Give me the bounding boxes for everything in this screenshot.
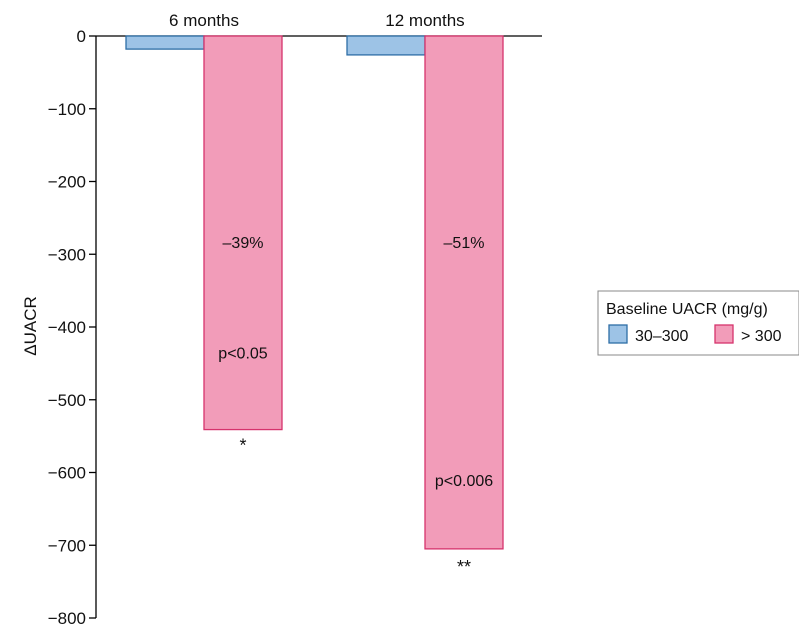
y-tick-label: −100: [48, 100, 86, 119]
bar: [424, 35, 504, 550]
y-tick-label: −200: [48, 173, 86, 192]
legend-title: Baseline UACR (mg/g): [606, 301, 768, 318]
y-tick-label: 0: [77, 27, 86, 46]
bar: [125, 35, 205, 50]
bar: [346, 35, 426, 56]
legend-swatch-30-300: [608, 324, 628, 344]
annotations: –39% p<0.05 * –51% p<0.006 **: [218, 235, 493, 577]
legend-label-30-300: 30–300: [635, 328, 688, 345]
legend-swatch-over-300: [714, 324, 734, 344]
bar: [203, 35, 283, 431]
bar-annotation: –51%: [444, 235, 485, 252]
y-tick-label: −500: [48, 391, 86, 410]
bars: [125, 35, 504, 550]
y-tick-label: −600: [48, 464, 86, 483]
bar-annotation: p<0.05: [218, 345, 267, 362]
bar-annotation: –39%: [223, 235, 264, 252]
significance-marker: **: [457, 557, 471, 577]
y-tick-label: −300: [48, 245, 86, 264]
category-label: 12 months: [385, 11, 464, 30]
category-labels: 6 months 12 months: [169, 11, 465, 30]
significance-marker: *: [239, 436, 246, 456]
y-tick-label: −700: [48, 536, 86, 555]
bar-annotation: p<0.006: [435, 473, 493, 490]
legend: Baseline UACR (mg/g) 30–300 > 300: [597, 290, 799, 356]
legend-frame: [597, 290, 799, 356]
y-tick-label: −800: [48, 609, 86, 626]
category-label: 6 months: [169, 11, 239, 30]
y-axis-label: ΔUACR: [21, 296, 40, 356]
y-tick-label: −400: [48, 318, 86, 337]
legend-label-over-300: > 300: [741, 328, 782, 345]
